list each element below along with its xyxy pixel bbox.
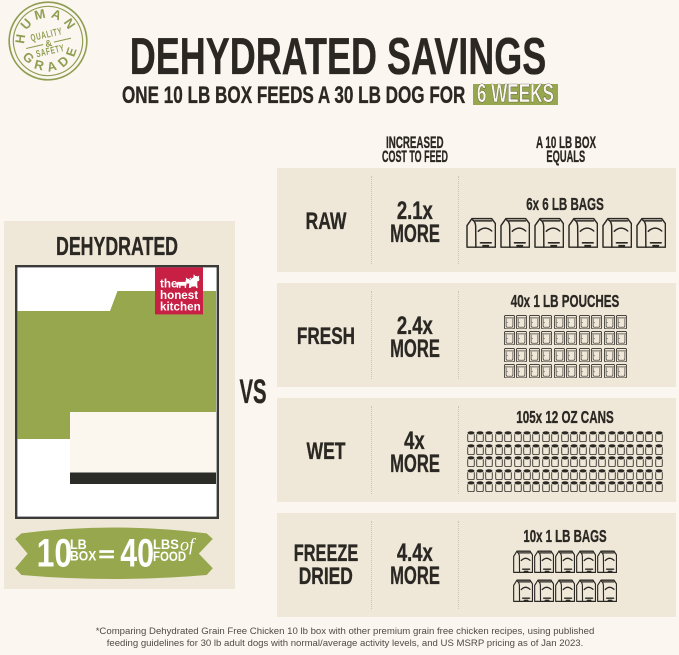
svg-text:BOX: BOX — [70, 548, 97, 564]
svg-text:10: 10 — [37, 530, 73, 575]
svg-text:honest: honest — [160, 288, 198, 302]
svg-text:the: the — [160, 276, 178, 290]
svg-text:&: & — [44, 38, 53, 50]
svg-text:FOOD: FOOD — [153, 549, 186, 564]
svg-text:kitchen: kitchen — [160, 299, 201, 313]
svg-text:LB: LB — [70, 537, 87, 553]
svg-text:LBS: LBS — [153, 537, 179, 552]
svg-text:40: 40 — [120, 530, 154, 575]
svg-text:of: of — [180, 535, 197, 555]
